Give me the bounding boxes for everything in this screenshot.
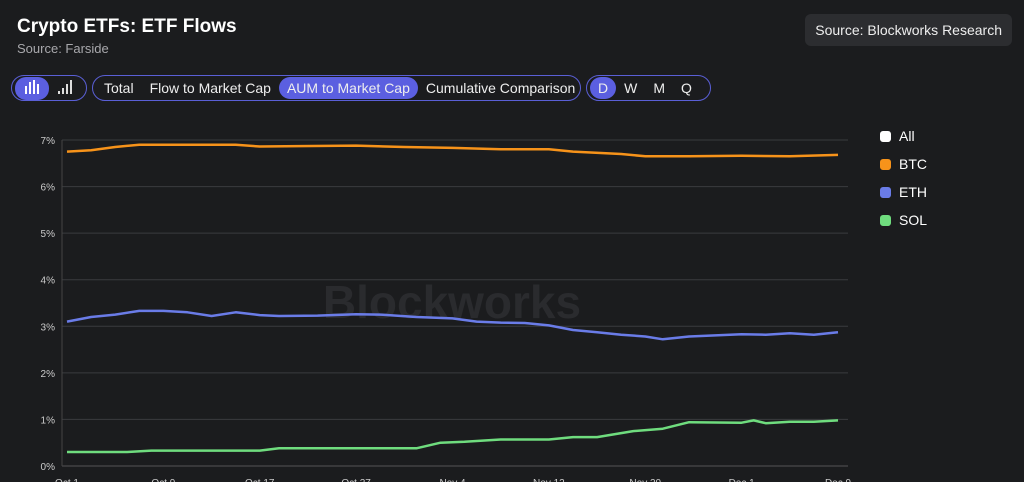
legend-swatch xyxy=(880,158,891,170)
y-tick-label: 3% xyxy=(41,322,56,333)
watermark: Blockworks xyxy=(323,276,581,328)
tab-total[interactable]: Total xyxy=(104,80,134,96)
y-tick-label: 0% xyxy=(41,462,56,473)
legend: All BTC ETH SOL xyxy=(880,122,927,234)
bar-chart-icon[interactable] xyxy=(15,76,49,100)
chart-type-toggle xyxy=(11,75,87,101)
x-tick-label: Oct 1 xyxy=(55,478,79,482)
y-tick-label: 4% xyxy=(41,276,56,287)
series-line-sol xyxy=(67,419,839,454)
y-tick-label: 1% xyxy=(41,415,56,426)
legend-item-eth[interactable]: ETH xyxy=(880,178,927,206)
view-tabs: Total Flow to Market Cap AUM to Market C… xyxy=(92,75,581,101)
page-title: Crypto ETFs: ETF Flows xyxy=(17,16,237,37)
tab-flow-to-market-cap[interactable]: Flow to Market Cap xyxy=(149,80,271,96)
legend-swatch xyxy=(880,130,891,142)
x-tick-label: Nov 20 xyxy=(629,478,661,482)
legend-swatch xyxy=(880,214,891,226)
period-q[interactable]: Q xyxy=(681,80,692,96)
x-tick-label: Oct 17 xyxy=(245,478,275,482)
source-button[interactable]: Source: Blockworks Research xyxy=(805,14,1012,46)
y-tick-label: 2% xyxy=(41,369,56,380)
legend-item-btc[interactable]: BTC xyxy=(880,150,927,178)
period-tabs: D W M Q xyxy=(586,75,711,101)
x-tick-label: Nov 4 xyxy=(439,478,466,482)
tab-aum-to-market-cap[interactable]: AUM to Market Cap xyxy=(278,77,418,99)
tab-cumulative-comparison[interactable]: Cumulative Comparison xyxy=(425,80,576,96)
series-line-eth xyxy=(66,309,839,341)
y-tick-label: 7% xyxy=(41,136,56,147)
legend-item-sol[interactable]: SOL xyxy=(880,206,927,234)
period-m[interactable]: M xyxy=(653,80,666,96)
page-subtitle: Source: Farside xyxy=(17,41,109,56)
x-tick-label: Oct 9 xyxy=(151,478,175,482)
x-tick-label: Dec 9 xyxy=(825,478,852,482)
x-tick-label: Dec 1 xyxy=(729,478,756,482)
x-tick-label: Nov 12 xyxy=(533,478,565,482)
y-tick-label: 5% xyxy=(41,229,56,240)
legend-swatch xyxy=(880,186,891,198)
legend-item-all[interactable]: All xyxy=(880,122,927,150)
period-w[interactable]: W xyxy=(624,80,638,96)
x-tick-label: Oct 27 xyxy=(341,478,371,482)
series-line-btc xyxy=(66,143,839,158)
period-d[interactable]: D xyxy=(590,77,617,99)
y-tick-label: 6% xyxy=(41,183,56,194)
signal-bars-icon[interactable] xyxy=(49,77,81,100)
